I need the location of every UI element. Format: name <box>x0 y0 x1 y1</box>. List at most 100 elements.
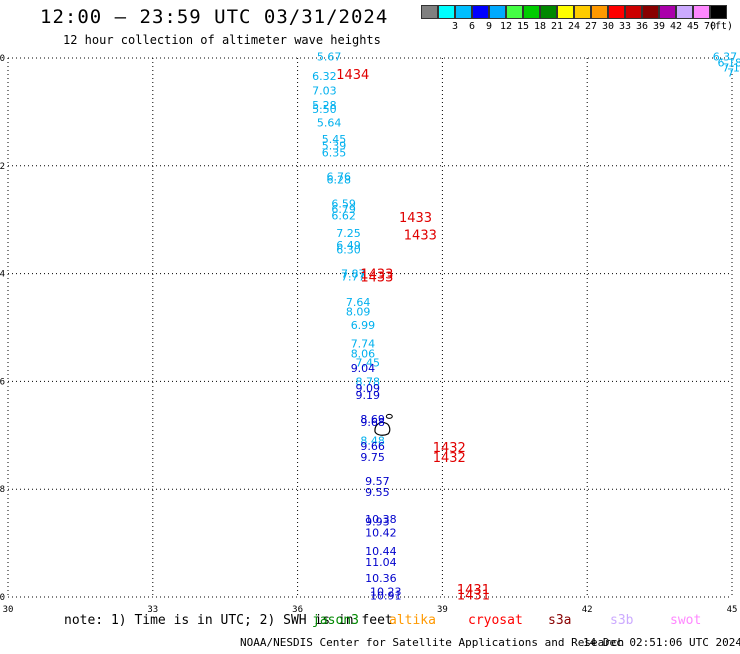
satellite-label-swot: swot <box>670 613 702 628</box>
wave-height-label: 5.45 <box>322 133 347 146</box>
legend-value-label: 18 <box>533 21 547 32</box>
legend-value-label: 36 <box>635 21 649 32</box>
lat-tick-label: -48 <box>0 485 5 495</box>
wave-height-label: 5.67 <box>317 50 342 63</box>
wave-height-label: 6.62 <box>331 209 356 222</box>
wave-height-label: 9.04 <box>351 362 376 375</box>
lon-tick-label: 42 <box>582 605 593 615</box>
wave-height-label: 7.25 <box>336 227 361 240</box>
page-title: 12:00 – 23:59 UTC 03/31/2024 <box>40 6 389 28</box>
wave-height-label: 9.68 <box>360 416 385 429</box>
legend-swatch <box>540 5 557 19</box>
legend-value-label: 6 <box>468 21 476 32</box>
legend-value-label: 39 <box>652 21 666 32</box>
wave-height-label: 7.87 <box>341 268 366 281</box>
legend-value-label: 30 <box>601 21 615 32</box>
legend-swatch <box>574 5 591 19</box>
lon-tick-label: 45 <box>727 605 738 615</box>
satellite-label-jason3: jason3 <box>312 613 359 628</box>
pass-time-label: 1432 <box>433 451 466 466</box>
legend-value-label: 12 <box>499 21 513 32</box>
lat-tick-label: -42 <box>0 162 5 172</box>
legend-labels: (ft) 3 6 9 12 15 18 21 24 27 30 33 36 39 42 45 70 <box>421 19 740 33</box>
footnote: note: 1) Time is in UTC; 2) SWH is in fe… <box>64 613 393 628</box>
wave-height-label: 8.06 <box>351 347 376 360</box>
wave-height-label: 9.57 <box>365 475 390 488</box>
wave-height-label: 10.42 <box>365 526 397 539</box>
wave-height-label: 5.39 <box>322 139 347 152</box>
satellite-label-altika: altika <box>389 613 436 628</box>
legend-value-label: 45 <box>686 21 700 32</box>
lon-tick-label: 39 <box>437 605 448 615</box>
lat-tick-label: -40 <box>0 54 5 64</box>
wave-height-label: 9.09 <box>356 382 381 395</box>
wave-height-label: 9.19 <box>356 389 381 402</box>
legend-value-label: 15 <box>516 21 530 32</box>
wave-height-label: 9.75 <box>360 451 385 464</box>
legend-swatch <box>489 5 506 19</box>
wave-height-label: 10.36 <box>365 572 397 585</box>
wave-height-label: 10.23 <box>370 586 402 599</box>
wave-height-label: 7.03 <box>312 84 337 97</box>
legend-value-label: 33 <box>618 21 632 32</box>
lat-tick-label: -46 <box>0 377 5 387</box>
legend-swatch <box>557 5 574 19</box>
wave-height-label: 10.38 <box>365 513 397 526</box>
wave-height-label: 9.55 <box>365 486 390 499</box>
satellite-label-s3b: s3b <box>610 613 634 628</box>
wave-height-label: 6.32 <box>312 70 337 83</box>
page-subtitle: 12 hour collection of altimeter wave hei… <box>63 33 381 47</box>
legend-value-label: 24 <box>567 21 581 32</box>
wave-height-label: 5.64 <box>317 117 342 130</box>
wave-height-label: 9.66 <box>360 440 385 453</box>
islet-outline <box>385 413 393 419</box>
legend-swatch <box>693 5 710 19</box>
wave-height-label: 10.91 <box>370 589 402 602</box>
wave-height-label: 8.48 <box>360 435 385 448</box>
lon-tick-label: 33 <box>147 605 158 615</box>
legend-color-bar <box>421 5 740 19</box>
wave-height-label: 6.18 <box>718 56 740 69</box>
wave-height-label: 10.44 <box>365 545 397 558</box>
legend-value-label: 21 <box>550 21 564 32</box>
wave-height-label: 8.69 <box>360 413 385 426</box>
wave-height-label: 5.28 <box>312 99 337 112</box>
pass-time-label: 1434 <box>336 68 369 83</box>
legend-swatch <box>710 5 727 19</box>
lat-tick-label: -44 <box>0 270 5 280</box>
legend-value-label: 27 <box>584 21 598 32</box>
legend-swatch <box>608 5 625 19</box>
pass-time-label: 1431 <box>457 588 490 603</box>
wave-height-label: 6.49 <box>336 239 361 252</box>
lon-tick-label: 36 <box>292 605 303 615</box>
pass-time-label: 1433 <box>404 228 437 243</box>
wave-height-label: 5.50 <box>312 103 337 116</box>
legend-swatch <box>438 5 455 19</box>
legend-swatch <box>591 5 608 19</box>
wave-height-label: 8.78 <box>356 375 381 388</box>
wave-height-label: 7 <box>727 67 734 80</box>
wave-height-label: 9.93 <box>365 516 390 529</box>
legend-value-label: 9 <box>485 21 493 32</box>
wave-height-label: 6.37 <box>713 50 738 63</box>
legend-swatch <box>455 5 472 19</box>
lat-tick-label: -50 <box>0 593 5 603</box>
legend-swatch <box>472 5 489 19</box>
wave-height-label: 6.99 <box>351 319 376 332</box>
legend-value-label: 42 <box>669 21 683 32</box>
legend-swatch <box>523 5 540 19</box>
wave-height-label: 7.77 <box>341 270 366 283</box>
lon-tick-label: 30 <box>3 605 14 615</box>
satellite-label-cryosat: cryosat <box>468 613 523 628</box>
legend-swatch <box>659 5 676 19</box>
legend-swatch <box>676 5 693 19</box>
legend-swatch <box>625 5 642 19</box>
legend-value-label: 70 <box>703 21 717 32</box>
pass-time-label: 1433 <box>360 270 393 285</box>
wave-height-label: 7.45 <box>356 357 381 370</box>
legend-value-label: 3 <box>451 21 459 32</box>
pass-time-label: 1433 <box>399 211 432 226</box>
wave-height-label: 7.74 <box>351 338 376 351</box>
